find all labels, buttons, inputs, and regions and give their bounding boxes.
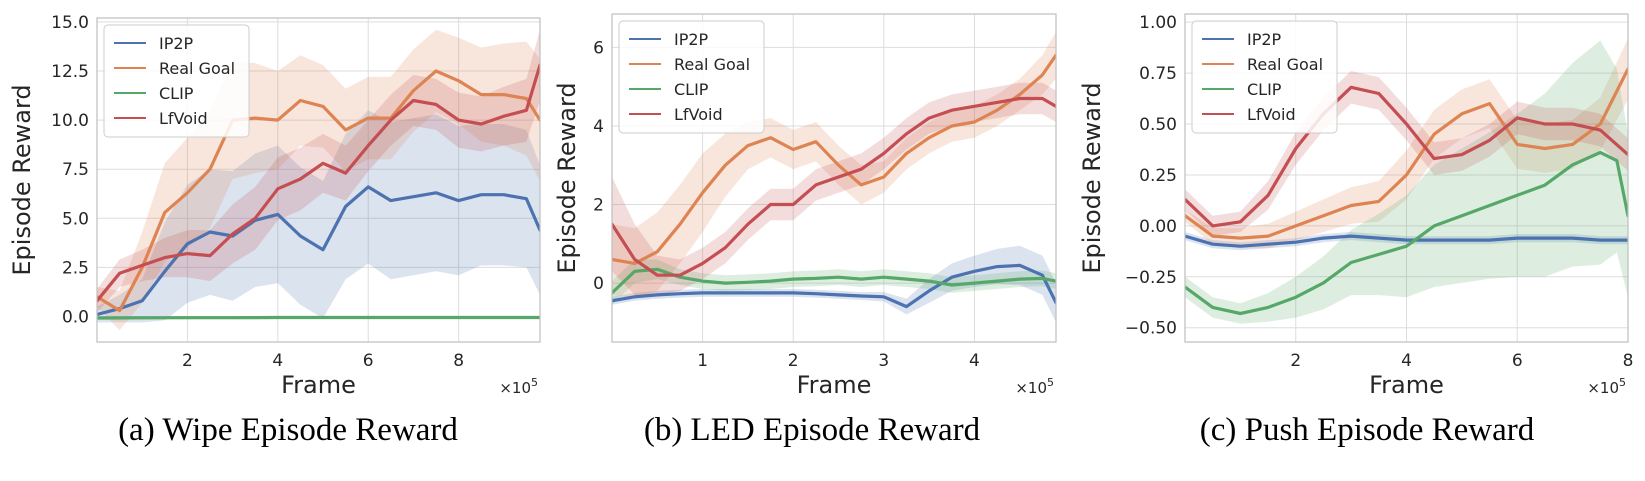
panel-caption: (b) LED Episode Reward: [644, 412, 981, 448]
y-tick-label: 7.5: [62, 160, 89, 180]
y-tick-label: 0.25: [1139, 166, 1177, 186]
y-tick-label: −0.25: [1125, 268, 1177, 288]
series-line-ip2p: [1185, 234, 1628, 248]
plot-frame: [611, 13, 1057, 343]
series-line-real-goal: [97, 69, 540, 313]
plot-series: [1185, 38, 1628, 324]
y-tick-label: 4: [593, 117, 604, 137]
legend-box: [1191, 20, 1338, 134]
panel-caption: (a) Wipe Episode Reward: [118, 412, 458, 448]
x-offset-text: ×105: [1015, 376, 1054, 397]
y-tick-label: 1.00: [1139, 13, 1177, 33]
band-lfvoid: [1185, 71, 1628, 237]
legend-label: LfVoid: [1247, 105, 1296, 124]
x-tick-label: 4: [1401, 351, 1412, 371]
y-tick-label: 0.0: [62, 307, 89, 327]
series-line-ip2p: [612, 263, 1056, 309]
legend-label: CLIP: [159, 84, 194, 103]
x-offset-base: ×10: [1015, 379, 1047, 397]
x-offset-exponent: 5: [1619, 376, 1626, 389]
x-offset-base: ×10: [1587, 379, 1619, 397]
band-ip2p: [97, 110, 540, 323]
y-tick-label: 0: [593, 274, 604, 294]
x-offset-base: ×10: [499, 379, 531, 397]
legend-label: Real Goal: [674, 55, 750, 74]
legend-label: IP2P: [1247, 30, 1282, 49]
x-tick-label: 3: [878, 351, 889, 371]
series-line-clip: [97, 315, 540, 320]
plot-frame: [1184, 13, 1629, 343]
legend-label: CLIP: [1247, 80, 1282, 99]
x-axis-label: Frame: [797, 371, 872, 399]
band-clip: [1185, 40, 1628, 324]
x-axis-label: Frame: [281, 371, 356, 399]
y-tick-label: 2: [593, 196, 604, 216]
legend-label: IP2P: [159, 34, 194, 53]
band-clip: [612, 259, 1056, 305]
x-tick-label: 8: [1623, 351, 1634, 371]
y-tick-label: 15.0: [51, 13, 89, 33]
x-offset-text: ×105: [1587, 376, 1626, 397]
series-line-real-goal: [1185, 67, 1628, 240]
legend-label: LfVoid: [159, 109, 208, 128]
series-line-clip: [612, 267, 1056, 295]
legend-label: CLIP: [674, 80, 709, 99]
y-axis-label: Episode Reward: [1078, 82, 1106, 273]
x-axis-label: Frame: [1369, 371, 1444, 399]
y-tick-label: 2.5: [62, 258, 89, 278]
y-axis-label: Episode Reward: [8, 84, 36, 275]
series-line-lfvoid: [1185, 85, 1628, 228]
band-real-goal: [1185, 38, 1628, 249]
x-tick-label: 2: [1290, 351, 1301, 371]
legend-label: IP2P: [674, 30, 709, 49]
band-real-goal: [612, 31, 1056, 299]
panel-push: 2 4 6 8 −0.50 −0.25 0.00 0.25 0.50 0.75 1.00 Frame E…: [1078, 13, 1633, 448]
legend-label: LfVoid: [674, 105, 723, 124]
y-tick-label: 10.0: [51, 111, 89, 131]
band-lfvoid: [612, 82, 1056, 295]
x-tick-label: 6: [363, 351, 374, 371]
x-tick-label: 4: [272, 351, 283, 371]
y-tick-label: −0.50: [1125, 319, 1177, 339]
legend-box: [103, 24, 250, 138]
x-offset-exponent: 5: [531, 376, 538, 389]
x-tick-label: 8: [453, 351, 464, 371]
band-lfvoid: [97, 29, 540, 313]
legend-label: Real Goal: [159, 59, 235, 78]
x-tick-label: 4: [969, 351, 980, 371]
panel-wipe: 2 4 6 8 0.0 2.5 5.0 7.5 10.0 12.5 15.0 Frame Episode…: [8, 13, 541, 448]
x-offset-text: ×105: [499, 376, 538, 397]
panel-led: 1 2 3 4 0 2 4 6 Frame Episode Reward ×105 IP2P Real …: [553, 13, 1057, 448]
plot-frame: [96, 17, 541, 343]
band-real-goal: [97, 29, 540, 331]
x-tick-label: 2: [182, 351, 193, 371]
plot-series: [612, 31, 1056, 323]
x-offset-exponent: 5: [1047, 376, 1054, 389]
y-tick-label: 0.50: [1139, 115, 1177, 135]
plot-series: [97, 29, 540, 331]
y-axis-label: Episode Reward: [553, 82, 581, 273]
y-tick-label: 6: [593, 38, 604, 58]
y-tick-label: 0.00: [1139, 217, 1177, 237]
series-line-real-goal: [612, 53, 1056, 265]
x-tick-label: 1: [697, 351, 708, 371]
legend-box: [618, 20, 765, 134]
y-tick-label: 0.75: [1139, 64, 1177, 84]
y-tick-label: 5.0: [62, 209, 89, 229]
series-line-lfvoid: [612, 96, 1056, 277]
panel-caption: (c) Push Episode Reward: [1200, 412, 1535, 448]
x-tick-label: 2: [788, 351, 799, 371]
legend-label: Real Goal: [1247, 55, 1323, 74]
series-line-lfvoid: [97, 63, 540, 303]
series-line-clip: [1185, 150, 1628, 316]
series-line-ip2p: [97, 185, 540, 317]
y-tick-label: 12.5: [51, 62, 89, 82]
x-tick-label: 6: [1512, 351, 1523, 371]
